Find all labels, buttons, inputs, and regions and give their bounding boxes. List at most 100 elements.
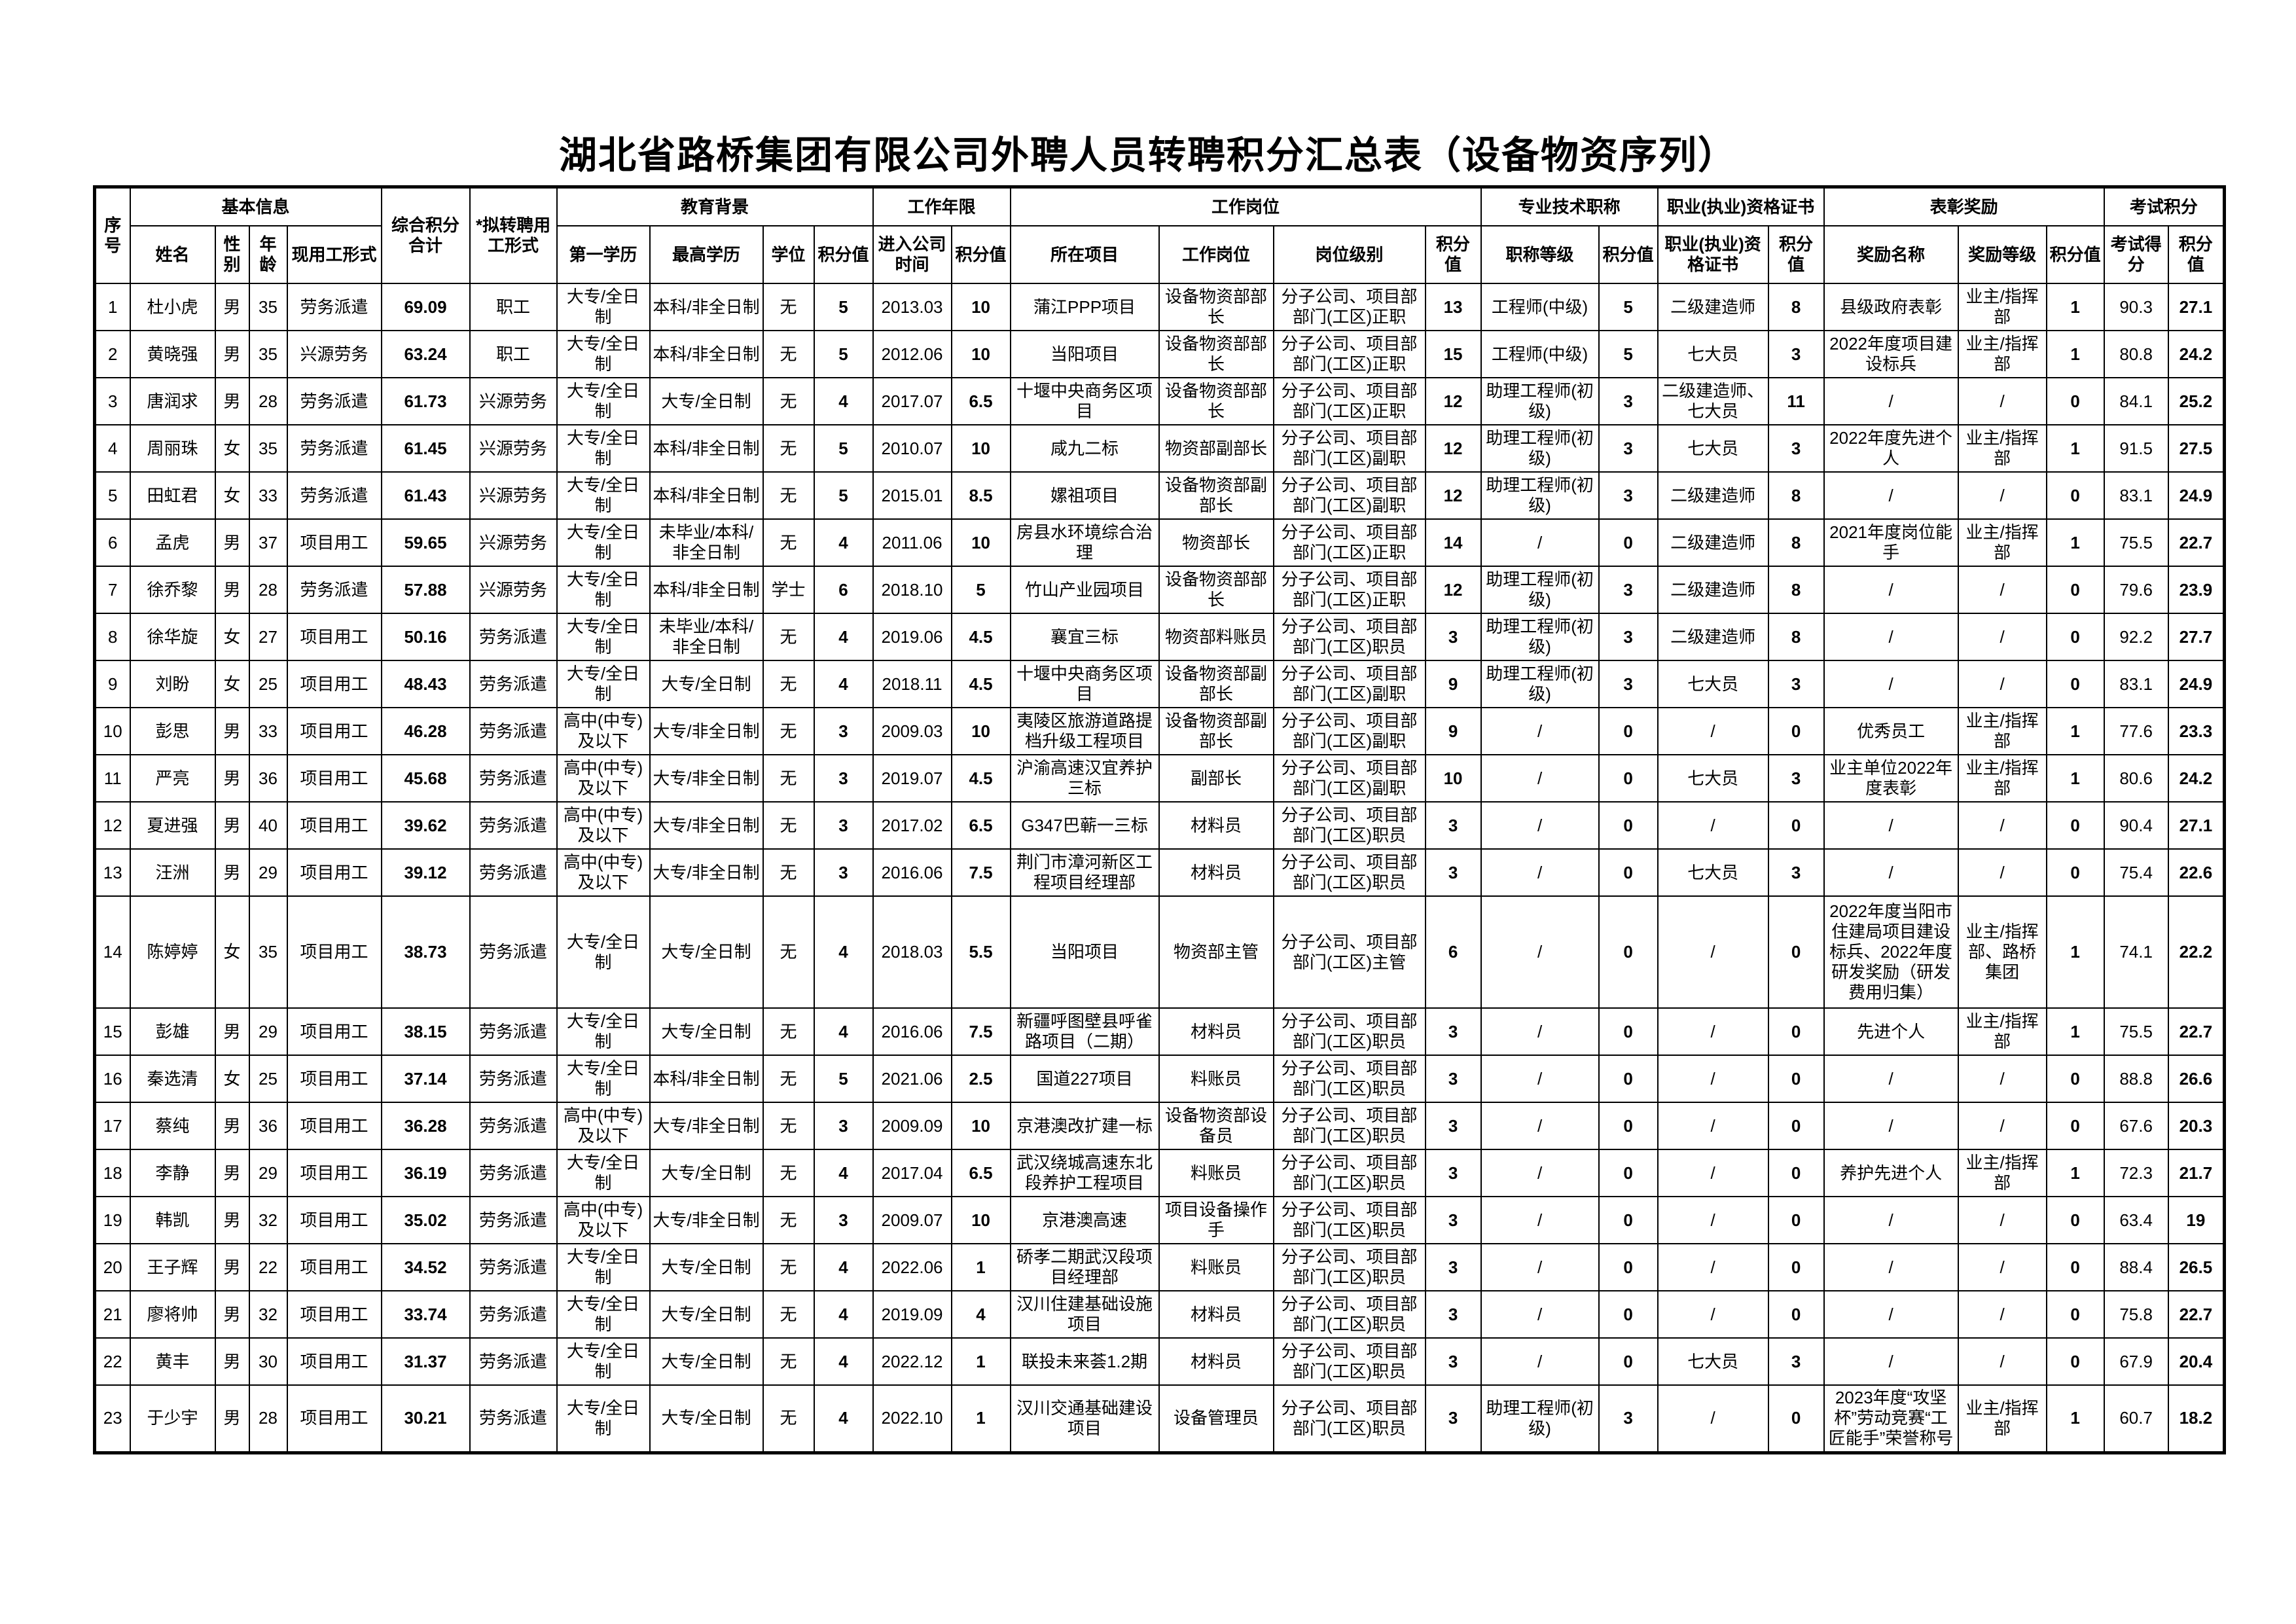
col-title-score: 积分值 [1598, 225, 1659, 284]
cell-level: 分子公司、项目部部门(工区)副职 [1272, 660, 1426, 708]
cell-cert-name: 七大员 [1657, 660, 1769, 708]
cell-years-score: 10 [950, 707, 1011, 755]
cell-level: 分子公司、项目部部门(工区)职员 [1272, 1102, 1426, 1150]
cell-exam-raw: 75.8 [2103, 1290, 2169, 1339]
cell-cert-score: 8 [1767, 566, 1825, 614]
cell-title-grade: / [1480, 1290, 1600, 1339]
cell-award-level: / [1957, 1243, 2047, 1291]
cell-post-score: 3 [1424, 1055, 1482, 1103]
cell-degree: 无 [762, 801, 815, 850]
cell-cert-name: 七大员 [1657, 848, 1769, 897]
cell-cert-name: / [1657, 1290, 1769, 1339]
cell-award-level: 业主/指挥部 [1957, 424, 2047, 473]
cell-current-form: 劳务派遣 [286, 377, 382, 425]
page-title: 湖北省路桥集团有限公司外聘人员转聘积分汇总表（设备物资序列） [558, 134, 1737, 177]
cell-years-score: 5.5 [950, 895, 1011, 1009]
cell-degree: 无 [762, 424, 815, 473]
cell-post-score: 9 [1424, 660, 1482, 708]
cell-highest-edu: 大专/全日制 [649, 1149, 764, 1197]
cell-post-score: 3 [1424, 1196, 1482, 1244]
cell-position: 设备物资部部长 [1158, 566, 1274, 614]
points-summary-table: 序号 基本信息 综合积分合计 *拟转聘用工形式 教育背景 工作年限 工作岗位 专… [93, 185, 2227, 1454]
cell-age: 28 [248, 1384, 288, 1453]
cell-join-date: 2016.06 [872, 848, 952, 897]
cell-join-date: 2018.11 [872, 660, 952, 708]
cell-title-grade: / [1480, 1196, 1600, 1244]
cell-post-score: 3 [1424, 1337, 1482, 1386]
cell-exam-raw: 84.1 [2103, 377, 2169, 425]
cell-project: 房县水环境综合治理 [1009, 518, 1160, 567]
cell-seq: 10 [94, 707, 131, 755]
cell-age: 28 [248, 377, 288, 425]
cell-cert-name: 七大员 [1657, 1337, 1769, 1386]
cell-level: 分子公司、项目部部门(工区)副职 [1272, 707, 1426, 755]
cell-level: 分子公司、项目部部门(工区)职员 [1272, 1243, 1426, 1291]
cell-gender: 男 [214, 1007, 250, 1056]
cell-seq: 9 [94, 660, 131, 708]
cell-join-date: 2010.07 [872, 424, 952, 473]
cell-position: 设备物资部副部长 [1158, 707, 1274, 755]
table-row: 20 王子辉男 22 项目用工 34.52 劳务派遣 大专/全日制 大专/全日制无 4 2022.… [94, 1243, 2225, 1291]
cell-cert-name: / [1657, 1384, 1769, 1453]
cell-name: 徐乔黎 [129, 566, 216, 614]
cell-name: 韩凯 [129, 1196, 216, 1244]
cell-join-date: 2019.09 [872, 1290, 952, 1339]
cell-years-score: 6.5 [950, 377, 1011, 425]
cell-title-score: 0 [1598, 1196, 1659, 1244]
cell-join-date: 2017.02 [872, 801, 952, 850]
cell-exam-raw: 91.5 [2103, 424, 2169, 473]
cell-highest-edu: 大专/非全日制 [649, 848, 764, 897]
cell-award-score: 1 [2045, 1149, 2105, 1197]
cell-cert-score: 0 [1767, 801, 1825, 850]
cell-post-score: 9 [1424, 707, 1482, 755]
cell-join-date: 2019.07 [872, 754, 952, 803]
cell-years-score: 2.5 [950, 1055, 1011, 1103]
cell-award-level: / [1957, 377, 2047, 425]
header-total-points: 综合积分合计 [380, 186, 471, 284]
cell-first-edu: 高中(中专)及以下 [556, 1102, 651, 1150]
cell-position: 副部长 [1158, 754, 1274, 803]
cell-exam-raw: 75.5 [2103, 1007, 2169, 1056]
cell-highest-edu: 大专/全日制 [649, 895, 764, 1009]
cell-position: 设备管理员 [1158, 1384, 1274, 1453]
cell-age: 35 [248, 895, 288, 1009]
cell-award-score: 0 [2045, 848, 2105, 897]
cell-exam-score: 23.9 [2167, 566, 2225, 614]
cell-award-level: / [1957, 848, 2047, 897]
table-row: 4 周丽珠女 35 劳务派遣 61.45 兴源劳务 大专/全日制 本科/非全日制无 5 2010.… [94, 424, 2225, 473]
cell-total-points: 61.45 [380, 424, 471, 473]
cell-edu-score: 5 [813, 283, 874, 331]
cell-award-score: 1 [2045, 1007, 2105, 1056]
cell-name: 黄晓强 [129, 330, 216, 378]
cell-proposed-form: 兴源劳务 [469, 471, 558, 520]
cell-edu-score: 4 [813, 1384, 874, 1453]
cell-award-name: / [1823, 613, 1959, 661]
cell-degree: 无 [762, 1337, 815, 1386]
cell-degree: 学士 [762, 566, 815, 614]
cell-award-name: 2022年度当阳市住建局项目建设标兵、2022年度研发奖励（研发费用归集） [1823, 895, 1959, 1009]
table-row: 3 唐润求男 28 劳务派遣 61.73 兴源劳务 大专/全日制 大专/全日制无 4 2017.0… [94, 377, 2225, 425]
cell-current-form: 项目用工 [286, 707, 382, 755]
cell-award-name: 2023年度“攻坚杯”劳动竞赛“工匠能手”荣誉称号 [1823, 1384, 1959, 1453]
col-highest-edu: 最高学历 [649, 225, 764, 284]
cell-cert-score: 0 [1767, 707, 1825, 755]
cell-position: 设备物资部部长 [1158, 377, 1274, 425]
cell-name: 田虹君 [129, 471, 216, 520]
cell-degree: 无 [762, 613, 815, 661]
cell-years-score: 1 [950, 1243, 1011, 1291]
cell-award-level: / [1957, 1290, 2047, 1339]
cell-current-form: 项目用工 [286, 895, 382, 1009]
cell-years-score: 7.5 [950, 848, 1011, 897]
cell-title-grade: / [1480, 754, 1600, 803]
cell-join-date: 2011.06 [872, 518, 952, 567]
cell-edu-score: 3 [813, 754, 874, 803]
cell-exam-score: 26.6 [2167, 1055, 2225, 1103]
cell-award-score: 1 [2045, 754, 2105, 803]
cell-highest-edu: 大专/全日制 [649, 1290, 764, 1339]
cell-award-level: 业主/指挥部 [1957, 707, 2047, 755]
cell-cert-score: 8 [1767, 471, 1825, 520]
cell-join-date: 2016.06 [872, 1007, 952, 1056]
cell-award-level: 业主/指挥部 [1957, 1149, 2047, 1197]
cell-current-form: 项目用工 [286, 613, 382, 661]
cell-degree: 无 [762, 471, 815, 520]
